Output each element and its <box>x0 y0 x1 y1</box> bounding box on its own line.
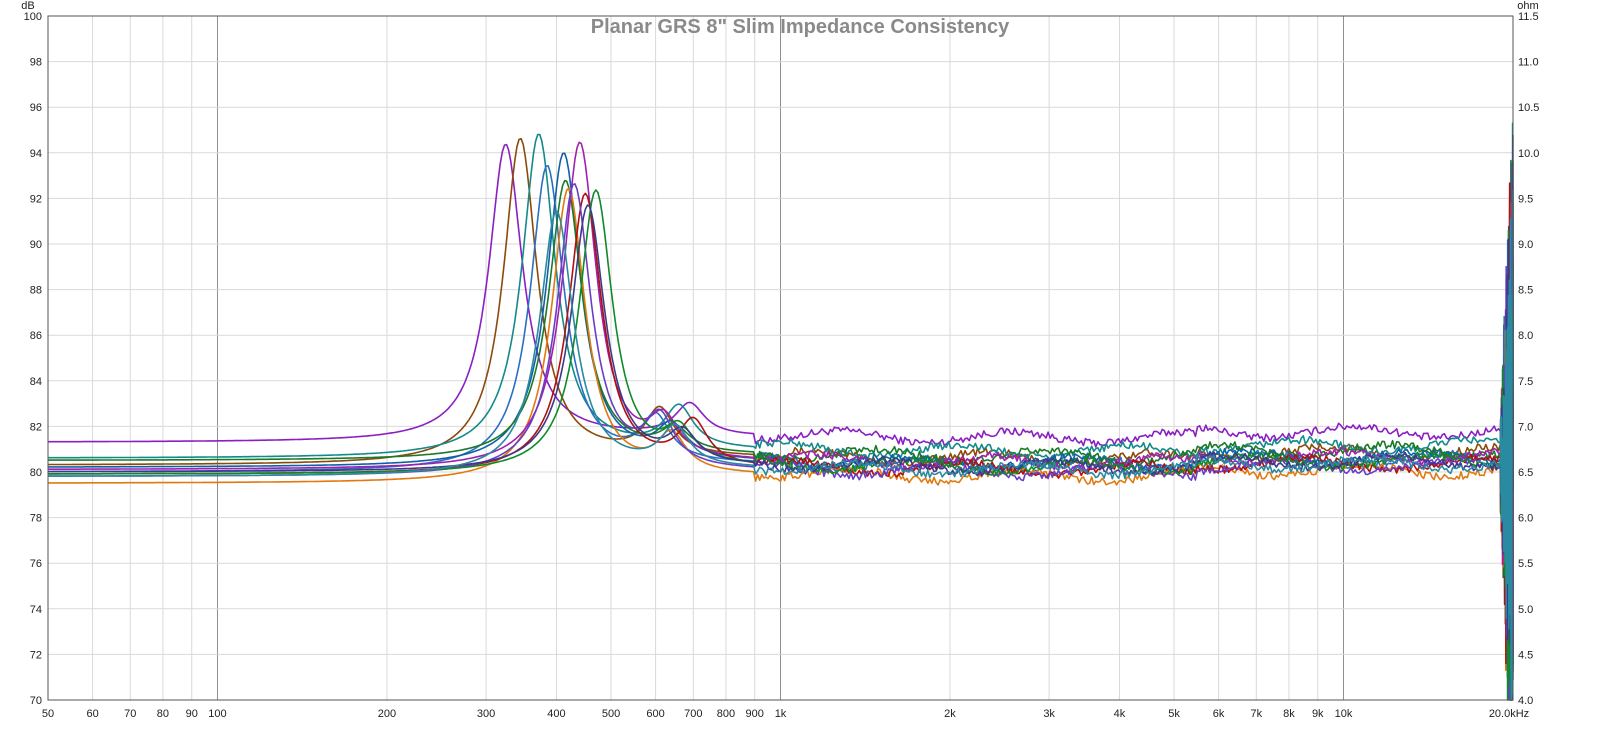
impedance-series-line <box>47 159 1514 668</box>
x-tick-label: 600 <box>646 708 664 720</box>
y-left-tick-label: 70 <box>30 695 42 707</box>
x-tick-label: 5k <box>1168 708 1180 720</box>
x-tick-label: 90 <box>186 708 198 720</box>
x-tick-label: 10k <box>1335 708 1353 720</box>
y-left-tick-label: 94 <box>30 148 42 160</box>
x-tick-label: 400 <box>547 708 565 720</box>
grid-layer <box>47 15 1514 701</box>
x-tick-label: 4k <box>1114 708 1126 720</box>
y-left-tick-label: 86 <box>30 330 42 342</box>
x-tick-label: 8k <box>1283 708 1295 720</box>
x-tick-label: 900 <box>746 708 764 720</box>
y-right-tick-label: 5.0 <box>1518 604 1533 616</box>
y-left-tick-label: 80 <box>30 467 42 479</box>
y-left-tick-label: 84 <box>30 376 42 388</box>
x-tick-label: 3k <box>1043 708 1055 720</box>
plot-frame <box>47 15 1514 701</box>
y-right-tick-label: 7.5 <box>1518 376 1533 388</box>
y-left-tick-label: 100 <box>24 11 42 23</box>
y-left-tick-label: 98 <box>30 57 42 69</box>
y-left-tick-label: 92 <box>30 193 42 205</box>
y-right-tick-label: 8.5 <box>1518 285 1533 297</box>
y-right-tick-label: 11.5 <box>1518 11 1539 23</box>
x-tick-label: 60 <box>86 708 98 720</box>
x-tick-label: 100 <box>208 708 226 720</box>
y-right-tick-label: 7.0 <box>1518 421 1533 433</box>
x-tick-label: 2k <box>944 708 956 720</box>
y-right-tick-label: 11.0 <box>1518 57 1539 69</box>
x-tick-label: 6k <box>1213 708 1225 720</box>
x-tick-label: 1k <box>775 708 787 720</box>
impedance-series-line <box>47 143 1514 676</box>
x-tick-label: 200 <box>378 708 396 720</box>
y-right-tick-label: 9.0 <box>1518 239 1533 251</box>
y-right-tick-label: 10.0 <box>1518 148 1539 160</box>
impedance-series-line <box>48 134 1514 701</box>
impedance-series-line <box>48 189 1514 701</box>
y-left-tick-label: 76 <box>30 558 42 570</box>
x-tick-label: 700 <box>684 708 702 720</box>
x-tick-label: 300 <box>477 708 495 720</box>
y-right-unit: ohm <box>1517 0 1538 12</box>
y-left-tick-label: 90 <box>30 239 42 251</box>
axis-layer: 50 60 70 80 90 100 200 300 400 500 600 700 800 900 1k 2… <box>21 0 1539 720</box>
y-right-tick-label: 8.0 <box>1518 330 1533 342</box>
x-tick-label: 80 <box>157 708 169 720</box>
y-left-unit: dB <box>21 0 34 12</box>
x-tick-label: 500 <box>602 708 620 720</box>
impedance-series-line <box>48 152 1514 701</box>
x-tick-label: 50 <box>42 708 54 720</box>
y-left-tick-label: 88 <box>30 285 42 297</box>
y-right-tick-label: 4.0 <box>1518 695 1533 707</box>
y-right-tick-label: 6.5 <box>1518 467 1533 479</box>
y-left-tick-label: 78 <box>30 513 42 525</box>
y-left-tick-label: 72 <box>30 649 42 661</box>
chart-title: Planar GRS 8" Slim Impedance Consistency <box>591 16 1010 38</box>
y-right-tick-label: 4.5 <box>1518 649 1533 661</box>
x-tick-label: 9k <box>1312 708 1324 720</box>
y-right-tick-label: 10.5 <box>1518 102 1539 114</box>
y-right-tick-label: 6.0 <box>1518 513 1533 525</box>
x-tick-label: 800 <box>717 708 735 720</box>
y-left-tick-label: 96 <box>30 102 42 114</box>
frame-layer <box>47 15 1514 701</box>
y-right-tick-label: 5.5 <box>1518 558 1533 570</box>
x-tick-label: 7k <box>1250 708 1262 720</box>
y-left-tick-label: 82 <box>30 421 42 433</box>
x-tick-label: 20.0kHz <box>1489 708 1529 720</box>
y-right-tick-label: 9.5 <box>1518 193 1533 205</box>
series-layer <box>47 122 1514 701</box>
y-left-tick-label: 74 <box>30 604 42 616</box>
x-tick-label: 70 <box>124 708 136 720</box>
